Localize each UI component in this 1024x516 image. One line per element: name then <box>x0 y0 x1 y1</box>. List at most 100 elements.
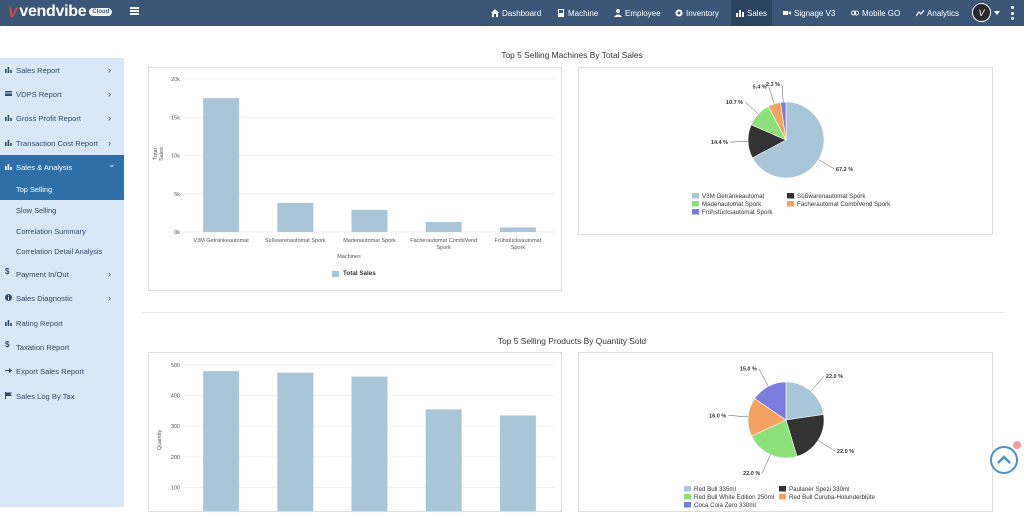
legend-swatch <box>692 209 699 215</box>
user-avatar[interactable]: V <box>972 3 991 22</box>
pie-slice-label: 67.2 % <box>836 167 853 173</box>
sidebar-item-label: Sales & Analysis <box>16 162 73 172</box>
logo-badge: Cloud <box>89 8 113 16</box>
x-axis-label: Machines <box>337 254 361 260</box>
legend-swatch <box>684 494 691 500</box>
products-pie-chart: 22.0 % 22.0 % 22.0 % 16.0 % 15.0 % Red Bull 3… <box>684 367 876 509</box>
sidebar-item-sales-diagnostic[interactable]: Sales Diagnostic › <box>0 286 124 310</box>
nav-employee-label: Employee <box>625 8 661 18</box>
sidebar-subitem-slow-selling[interactable]: Slow Selling <box>16 206 57 215</box>
home-icon <box>491 9 499 17</box>
bar <box>203 371 240 516</box>
bar <box>203 98 240 232</box>
scroll-to-top-button[interactable] <box>990 446 1018 474</box>
nav-dashboard-label: Dashboard <box>502 8 542 18</box>
sidebar-item-rating-report[interactable]: Rating Report <box>0 311 124 335</box>
machines-bar-chart: 0k 5k 10k 15k 20k V3M Getränkeautomat Süßwaren… <box>171 77 555 251</box>
bar-chart-icon <box>5 320 12 326</box>
notification-dot <box>1013 441 1021 449</box>
sidebar-item-export-sales-report[interactable]: Export Sales Report <box>0 359 124 383</box>
vendvibe-logo[interactable]: V vendvibe Cloud <box>8 4 113 20</box>
chevron-right-icon: › <box>108 65 111 75</box>
legend-label: Paulaner Spezi 330ml <box>789 486 850 493</box>
products-pie-chart-panel: 22.0 % 22.0 % 22.0 % 16.0 % 15.0 % Red Bull 3… <box>578 352 993 512</box>
logo-mark: V <box>8 4 18 20</box>
sidebar-subitem-top-selling[interactable]: Top Selling <box>0 179 124 200</box>
sidebar-item-label: Sales Log By Tax <box>16 391 75 401</box>
pie-slice-label: 15.0 % <box>740 367 757 373</box>
x-tick-label: Spork <box>437 245 452 251</box>
pie-slice-label: 16.0 % <box>709 413 726 419</box>
pie-slice <box>780 101 787 141</box>
chevron-right-icon: › <box>108 293 111 303</box>
nav-inventory-label: Inventory <box>686 8 719 18</box>
bar <box>277 372 314 516</box>
x-tick-label: V3M Getränkeautomat <box>193 238 249 244</box>
pie-slice-label: 22.0 % <box>837 449 854 455</box>
chart-icon <box>736 10 744 17</box>
y-axis-label: Total Sales <box>153 147 165 161</box>
pie-slice-label: 2.3 % <box>766 82 780 88</box>
pie-leader-line <box>810 375 825 392</box>
sidebar-item-gross-profit-report[interactable]: Gross Profit Report › <box>0 106 124 130</box>
y-axis-label: Quantity <box>157 429 163 451</box>
analytics-icon <box>916 9 924 17</box>
nav-sales-label: Sales <box>747 8 768 18</box>
sidebar-item-label: Payment In/Out <box>16 269 69 279</box>
nav-mobile-go[interactable]: Mobile GO <box>846 0 905 26</box>
section-divider <box>142 312 1004 313</box>
chevron-right-icon: › <box>108 138 111 148</box>
sidebar-item-sales-log-by-tax[interactable]: Sales Log By Tax <box>0 384 124 408</box>
sidebar-item-label: Sales Diagnostic <box>16 293 73 303</box>
chevron-up-icon <box>997 455 1011 464</box>
legend-total-sales[interactable]: Total Sales <box>343 270 376 277</box>
x-tick-label: Fächerautomat CombiVend <box>410 238 477 244</box>
sidebar-item-transaction-cost-report[interactable]: Transaction Cost Report › <box>0 131 124 155</box>
pie-leader-line <box>781 84 784 103</box>
flag-icon <box>5 392 12 399</box>
video-icon <box>783 11 791 15</box>
nav-sales[interactable]: Sales <box>731 0 773 26</box>
bar <box>277 202 314 232</box>
legend-swatch <box>692 193 699 199</box>
pie-slice-label: 14.4 % <box>711 140 728 146</box>
nav-machine[interactable]: Machine <box>552 0 603 26</box>
nav-inventory[interactable]: Inventory <box>670 0 724 26</box>
nav-dashboard[interactable]: Dashboard <box>486 0 546 26</box>
pie-slice-label: 22.0 % <box>826 374 843 380</box>
pie-slice-label: 5.4 % <box>753 85 767 91</box>
sidebar-item-sales-analysis[interactable]: Sales & Analysis ⌄ <box>0 155 124 179</box>
y-tick-label: 5k <box>174 192 180 198</box>
sidebar-item-label: Transaction Cost Report <box>16 138 99 148</box>
menu-toggle-icon[interactable] <box>130 7 139 15</box>
nav-analytics[interactable]: Analytics <box>911 0 964 26</box>
sidebar-subitem-correlation-summary[interactable]: Correlation Summary <box>16 227 86 236</box>
bar-chart-icon <box>5 67 12 73</box>
legend-label: Red Bull White Edition 250ml <box>694 494 774 501</box>
nav-signage-label: Signage V3 <box>794 8 836 18</box>
chevron-right-icon: › <box>108 113 111 123</box>
sidebar-item-sales-report[interactable]: Sales Report › <box>0 58 124 82</box>
sidebar-item-vdps-report[interactable]: VDPS Report › <box>0 82 124 106</box>
sidebar-item-taxation-report[interactable]: $ Taxation Report <box>0 335 124 359</box>
user-menu-caret-icon[interactable] <box>994 11 1000 15</box>
sidebar-subitem-correlation-detail[interactable]: Correlation Detail Analysis <box>16 247 103 256</box>
nav-signage[interactable]: Signage V3 <box>778 0 840 26</box>
x-tick-label: Süßwarenautomat Spork <box>265 238 326 244</box>
products-chart-title: Top 5 Selling Products By Quantity Sold <box>497 336 647 346</box>
sidebar-item-label: Taxation Report <box>16 342 70 352</box>
nav-mobile-go-label: Mobile GO <box>862 8 901 18</box>
sidebar-item-payment-in-out[interactable]: $ Payment In/Out › <box>0 262 124 286</box>
bar <box>351 376 388 516</box>
mobile-icon <box>851 10 859 16</box>
legend-swatch <box>779 486 786 492</box>
sidebar-item-label: Gross Profit Report <box>16 113 81 123</box>
bar <box>499 415 536 516</box>
pie-leader-line <box>728 415 749 418</box>
nav-employee[interactable]: Employee <box>609 0 666 26</box>
y-tick-label: 200 <box>171 455 180 461</box>
info-icon <box>5 294 12 301</box>
more-options-icon[interactable] <box>1011 6 1014 20</box>
pie-slice-label: 10.7 % <box>726 100 743 106</box>
y-tick-label: 15k <box>171 115 180 121</box>
